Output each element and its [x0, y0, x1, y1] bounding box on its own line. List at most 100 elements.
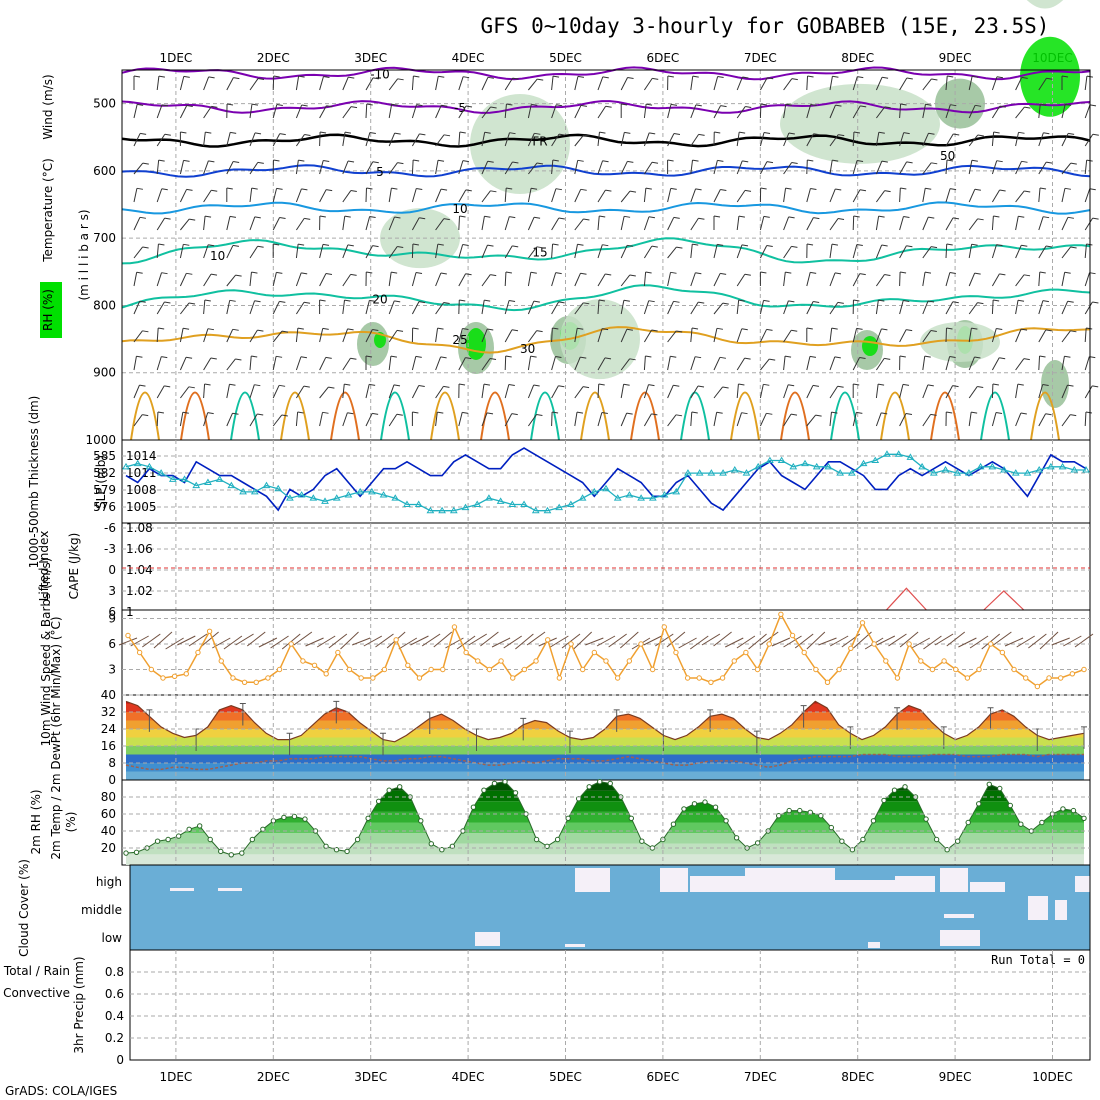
wind-barb-flag: [996, 244, 1003, 247]
wind-barb-flag: [188, 386, 195, 389]
wind-barb: [226, 300, 231, 315]
wind-barb: [1061, 272, 1066, 287]
wind-speed-point: [684, 675, 691, 681]
rh-point: [1039, 819, 1045, 826]
wind-barb-flag: [1092, 301, 1099, 304]
rh-point: [786, 807, 792, 814]
cloud-fill: [940, 930, 980, 946]
wind-barb: [759, 329, 767, 343]
wind-barb-flag: [831, 327, 838, 330]
wind-barb: [1015, 300, 1019, 315]
wind-barb-flag: [717, 75, 724, 78]
wind-speed-point: [125, 632, 131, 639]
wind-barb-flag: [1089, 104, 1097, 107]
surface-wind-barb: [666, 631, 686, 648]
wind-barb-flag: [996, 160, 1003, 163]
precip-tick: 0.2: [105, 1031, 124, 1045]
wind-barb: [388, 384, 395, 399]
wind-barb: [249, 162, 259, 175]
chart-title: GFS 0~10day 3-hourly for GOBABEB (15E, 2…: [481, 14, 1050, 38]
wind-barb-flag: [925, 103, 932, 106]
wind-barb: [643, 188, 647, 203]
wind-barb-flag: [676, 330, 683, 333]
wind-speed-point: [953, 666, 959, 673]
wind-barb: [319, 244, 324, 259]
wind-barb-flag: [437, 243, 444, 246]
thickness-marker: [590, 487, 599, 495]
thickness-marker: [871, 456, 880, 464]
pressure-tick: 900: [93, 366, 116, 380]
wind10m-axis-label: 10m Wind Speed & Barbs (m/s): [39, 558, 53, 747]
wind-barb: [690, 272, 696, 287]
isotherm-line: [121, 326, 1091, 354]
wind-barb-flag: [443, 134, 451, 137]
wind-barb-flag: [884, 106, 891, 109]
thickness-marker: [227, 481, 236, 489]
rh-point: [797, 807, 803, 814]
wind-barb: [203, 273, 212, 287]
rh-point: [681, 806, 687, 812]
wind-barb: [342, 160, 349, 175]
wind-barb: [411, 133, 420, 147]
wind-barb-flag: [484, 131, 491, 134]
wind-barb-flag: [490, 106, 497, 109]
rh-contour-label: 10: [210, 249, 225, 263]
wind-barb-flag: [810, 271, 817, 274]
precip-tick: 0.6: [105, 987, 124, 1001]
rh-band: [126, 801, 1084, 812]
wind-barb-flag: [1039, 355, 1046, 358]
wind-barb-flag: [552, 75, 560, 78]
wind-barb: [272, 272, 277, 287]
wind-barb-flag: [695, 272, 702, 275]
thickness-marker: [485, 494, 493, 501]
rh-point: [302, 816, 308, 822]
wind-barb-flag: [511, 413, 518, 416]
wind-barb-flag: [441, 104, 448, 107]
wind-barb-flag: [785, 187, 792, 190]
wind-barb-flag: [208, 244, 215, 247]
wind-barb-flag: [627, 160, 634, 163]
wind-barb-flag: [974, 272, 981, 275]
wind-barb-flag: [905, 413, 913, 416]
wind-barb: [249, 329, 258, 343]
wind-barb-flag: [298, 243, 305, 246]
wind-barb-flag: [971, 159, 978, 162]
thickness-marker: [637, 494, 646, 501]
wind-barb-flag: [1039, 271, 1046, 274]
wind-barb: [342, 132, 346, 147]
thickness-marker: [379, 491, 388, 498]
wind-barb: [667, 188, 672, 203]
wind-barb: [179, 412, 184, 427]
wind-speed-point: [964, 675, 971, 681]
wind-barb: [829, 104, 836, 119]
wind-barb: [690, 76, 694, 91]
wind-barb: [1038, 355, 1041, 371]
wind-barb-flag: [859, 273, 866, 276]
wind-barb: [319, 273, 327, 287]
wind-barb: [597, 244, 603, 259]
wind-barb: [504, 300, 510, 315]
thickness-marker: [859, 459, 868, 467]
wind-barb-flag: [831, 243, 839, 246]
wind-barb-flag: [815, 414, 822, 417]
wind-barb-flag: [856, 411, 863, 414]
wind-barb: [922, 330, 932, 343]
thickness-marker: [953, 469, 962, 476]
wind-barb: [783, 300, 789, 315]
wind-barb-flag: [273, 159, 280, 162]
wind-barb: [272, 104, 278, 119]
wind-barb: [365, 161, 374, 175]
wind-barb-flag: [490, 190, 497, 193]
thickness-marker: [988, 462, 997, 470]
wind-barb: [435, 218, 445, 231]
surface-wind-barb: [305, 637, 324, 647]
wind-barb: [690, 385, 699, 399]
wind-barb: [574, 189, 582, 203]
surface-wind-barb: [759, 631, 779, 646]
wind-barb-flag: [161, 272, 168, 275]
wind-barb-flag: [832, 159, 839, 162]
wind-barb: [272, 414, 283, 427]
surface-wind-barb: [293, 631, 313, 646]
wind-barb: [922, 300, 929, 315]
